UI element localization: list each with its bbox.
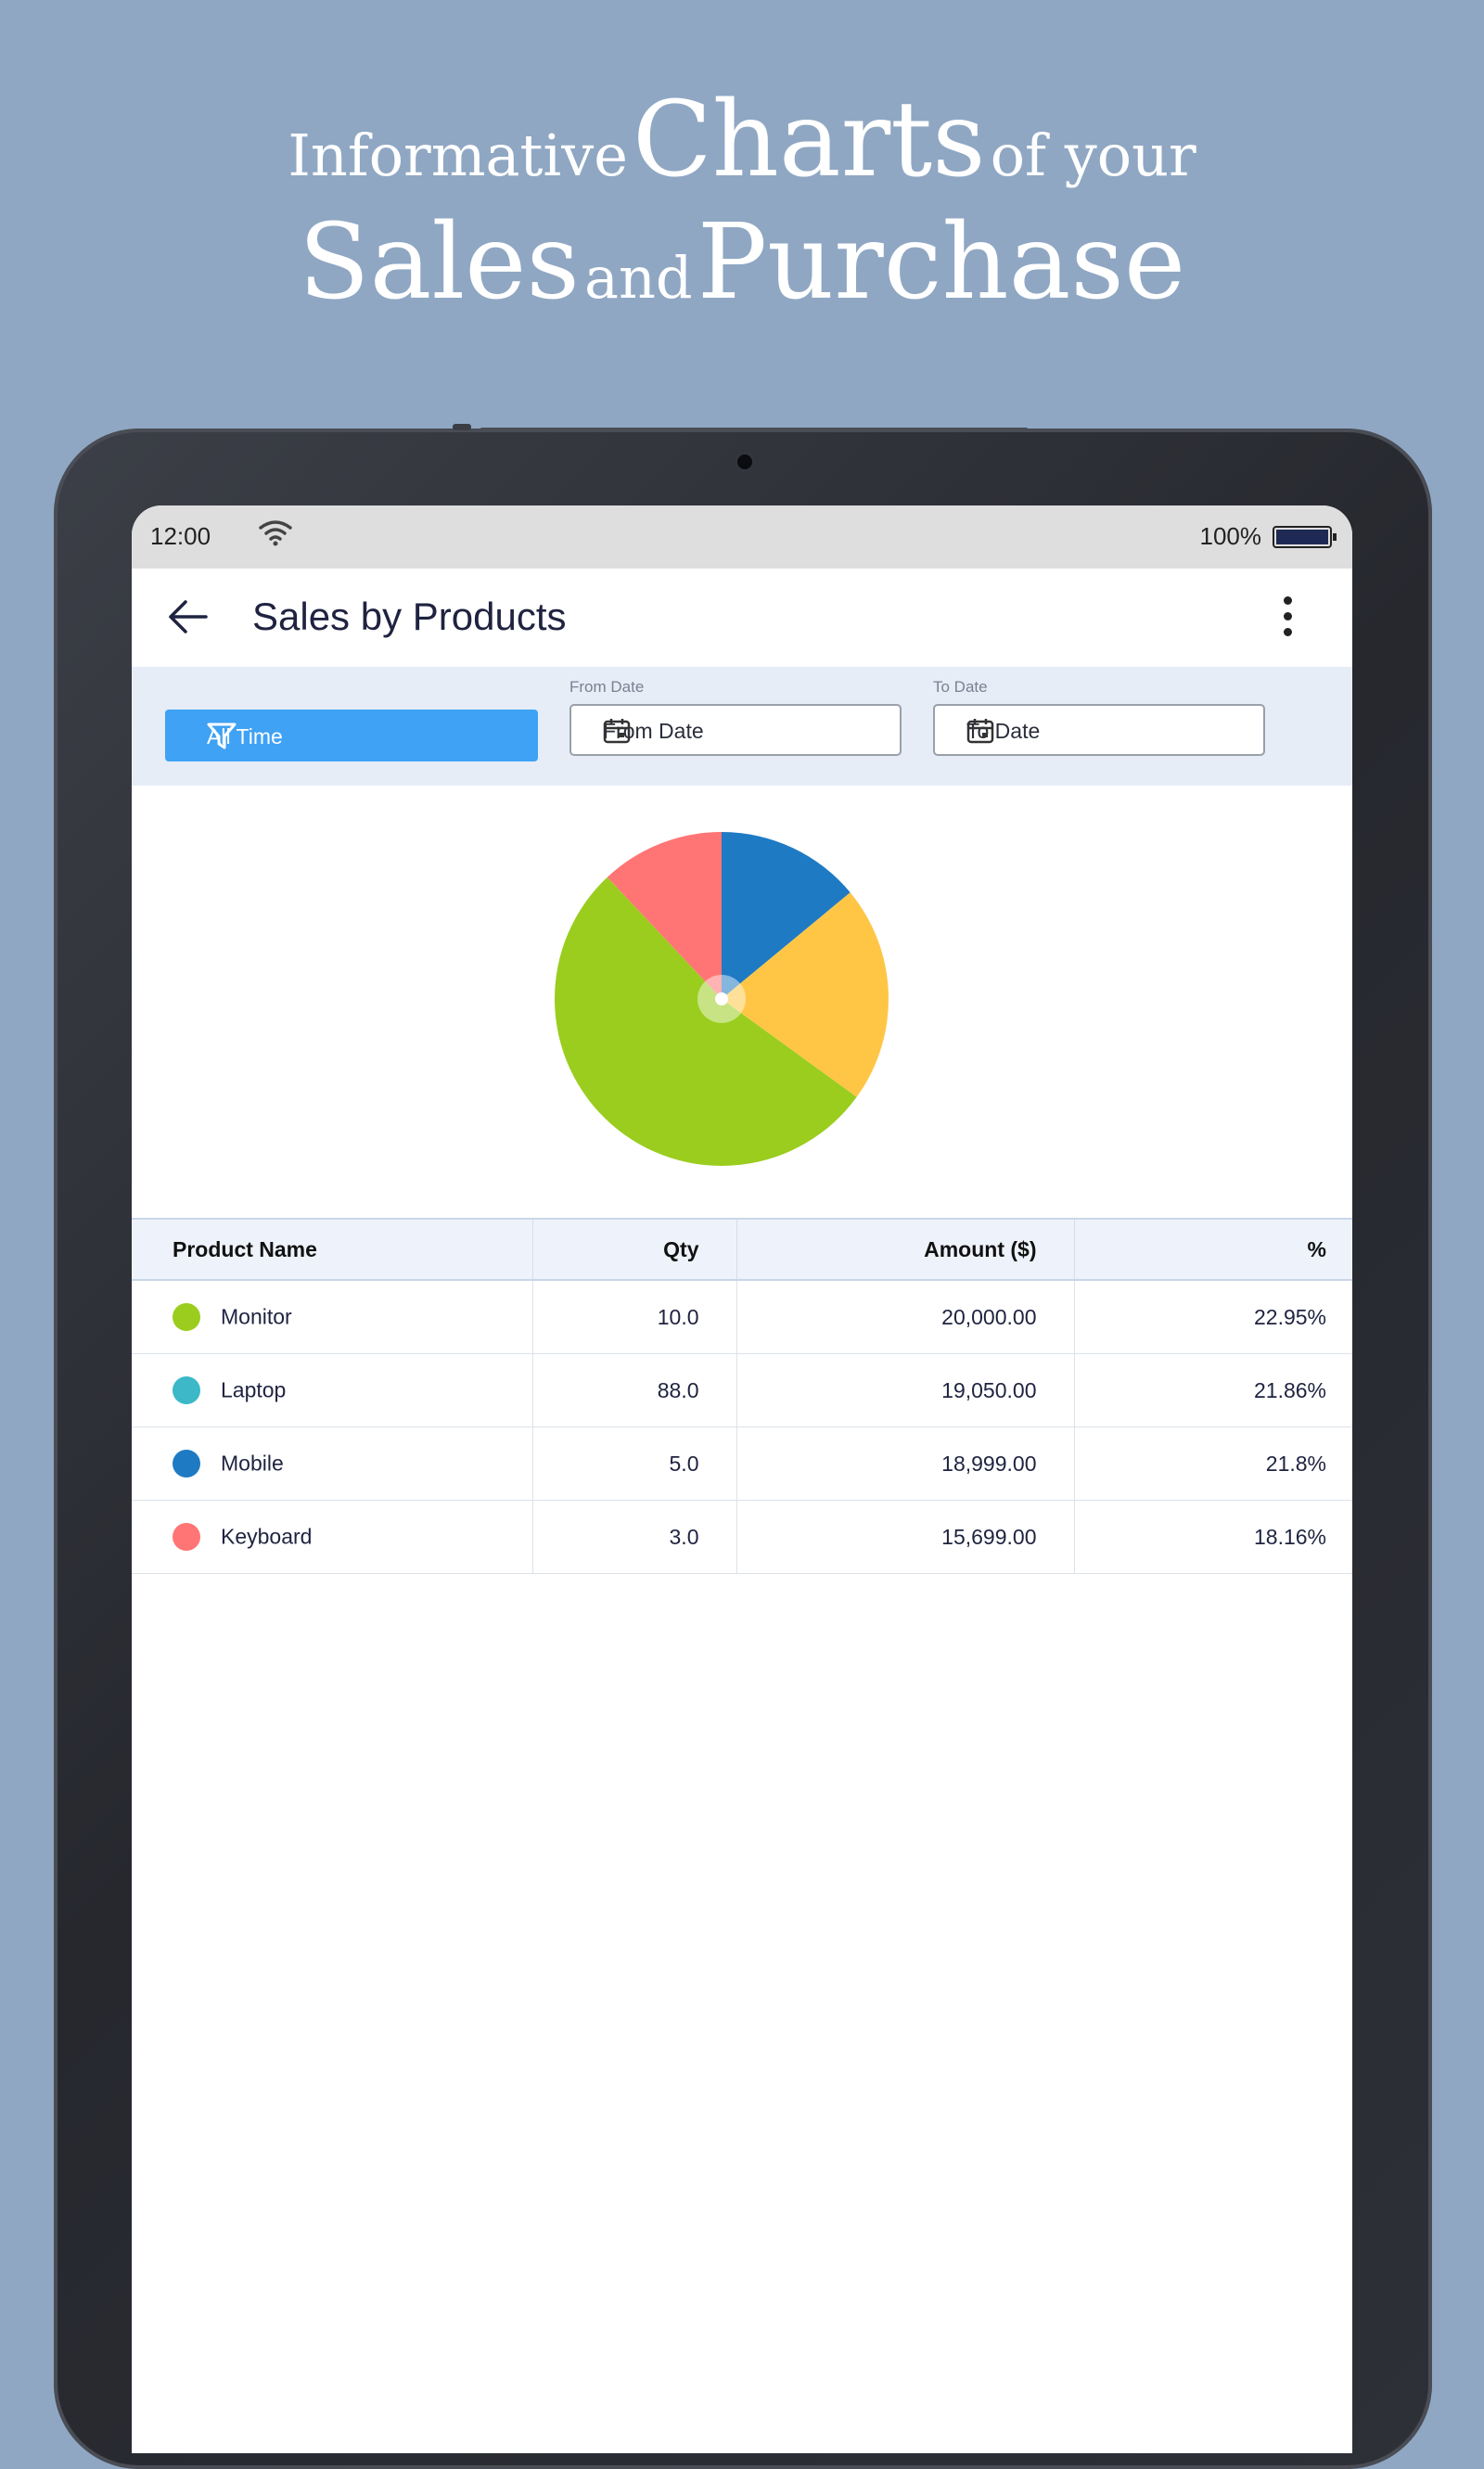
front-camera-icon <box>737 454 752 469</box>
cell-percent: 21.8% <box>1074 1426 1352 1501</box>
promo-word: and <box>584 244 693 313</box>
from-date-group: From Date From Date <box>569 678 902 756</box>
hardware-button <box>453 424 471 430</box>
promo-word: Informative <box>288 122 628 189</box>
cell-qty: 3.0 <box>532 1500 737 1574</box>
pie-slice-3[interactable] <box>607 832 722 999</box>
back-arrow-icon[interactable] <box>165 596 210 642</box>
product-name: Laptop <box>221 1377 287 1402</box>
to-date-placeholder: To Date <box>966 719 1041 743</box>
device-screen: 12:00 100% Sales by Products All Time <box>132 505 1352 2453</box>
to-date-field[interactable]: To Date <box>933 704 1265 756</box>
pie-slice-1[interactable] <box>722 892 889 1097</box>
page-title: Sales by Products <box>252 595 567 638</box>
table-row[interactable]: Laptop 88.0 19,050.00 21.86% <box>132 1353 1352 1427</box>
pie-slice-2[interactable] <box>555 876 857 1166</box>
app-bar: Sales by Products <box>132 569 1352 667</box>
cell-qty: 10.0 <box>532 1280 737 1354</box>
battery-icon <box>1273 526 1337 548</box>
calendar-icon <box>603 718 874 749</box>
cell-percent: 22.95% <box>1074 1280 1352 1354</box>
hardware-edge <box>480 428 1028 430</box>
header-qty[interactable]: Qty <box>532 1218 737 1281</box>
sales-table: Product Name Qty Amount ($) % Monitor 10.… <box>132 1218 1352 1574</box>
promo-headline: Informative Charts of your Sales and Pur… <box>0 79 1484 324</box>
promo-word: Purchase <box>697 202 1186 324</box>
from-date-caption: From Date <box>569 678 645 696</box>
header-amount[interactable]: Amount ($) <box>736 1218 1075 1281</box>
table-header-row: Product Name Qty Amount ($) % <box>132 1218 1352 1281</box>
filter-icon <box>207 723 499 756</box>
promo-word: of your <box>990 122 1196 189</box>
header-product-name[interactable]: Product Name <box>132 1218 533 1281</box>
promo-word: Sales <box>298 202 580 324</box>
more-vert-icon[interactable] <box>1282 596 1293 641</box>
legend-dot <box>173 1523 200 1551</box>
to-date-caption: To Date <box>933 678 988 696</box>
product-name: Mobile <box>221 1451 284 1476</box>
cell-percent: 18.16% <box>1074 1500 1352 1574</box>
filter-bar: All Time From Date From Date <box>132 667 1352 786</box>
to-date-group: To Date To Date <box>933 678 1265 756</box>
cell-amount: 18,999.00 <box>736 1426 1075 1501</box>
legend-dot <box>173 1303 200 1331</box>
promo-word: Charts <box>633 80 986 200</box>
table-row[interactable]: Mobile 5.0 18,999.00 21.8% <box>132 1426 1352 1501</box>
cell-qty: 88.0 <box>532 1353 737 1427</box>
cell-product-name: Mobile <box>132 1426 533 1501</box>
cell-product-name: Laptop <box>132 1353 533 1427</box>
pie-chart <box>132 786 1352 1218</box>
cell-product-name: Monitor <box>132 1280 533 1354</box>
legend-dot <box>173 1376 200 1404</box>
status-bar: 12:00 100% <box>132 505 1352 569</box>
table-row[interactable]: Monitor 10.0 20,000.00 22.95% <box>132 1280 1352 1354</box>
product-name: Monitor <box>221 1304 292 1329</box>
cell-qty: 5.0 <box>532 1426 737 1501</box>
promo-line-2: Sales and Purchase <box>0 201 1484 324</box>
cell-product-name: Keyboard <box>132 1500 533 1574</box>
pie-slice-0[interactable] <box>722 832 851 999</box>
table-row[interactable]: Keyboard 3.0 15,699.00 18.16% <box>132 1500 1352 1574</box>
header-percent[interactable]: % <box>1074 1218 1352 1281</box>
calendar-icon <box>966 718 1237 749</box>
cell-amount: 15,699.00 <box>736 1500 1075 1574</box>
battery-percent: 100% <box>1199 522 1262 550</box>
promo-line-1: Informative Charts of your <box>0 79 1484 201</box>
pie-center-dot <box>715 992 728 1005</box>
product-name: Keyboard <box>221 1524 313 1549</box>
cell-percent: 21.86% <box>1074 1353 1352 1427</box>
cell-amount: 20,000.00 <box>736 1280 1075 1354</box>
status-time: 12:00 <box>150 522 211 550</box>
from-date-field[interactable]: From Date <box>569 704 902 756</box>
from-date-placeholder: From Date <box>603 719 704 743</box>
pie-chart-svg <box>555 832 889 1166</box>
cell-amount: 19,050.00 <box>736 1353 1075 1427</box>
period-filter-button[interactable]: All Time <box>165 710 538 761</box>
wifi-icon <box>258 518 293 553</box>
legend-dot <box>173 1450 200 1478</box>
